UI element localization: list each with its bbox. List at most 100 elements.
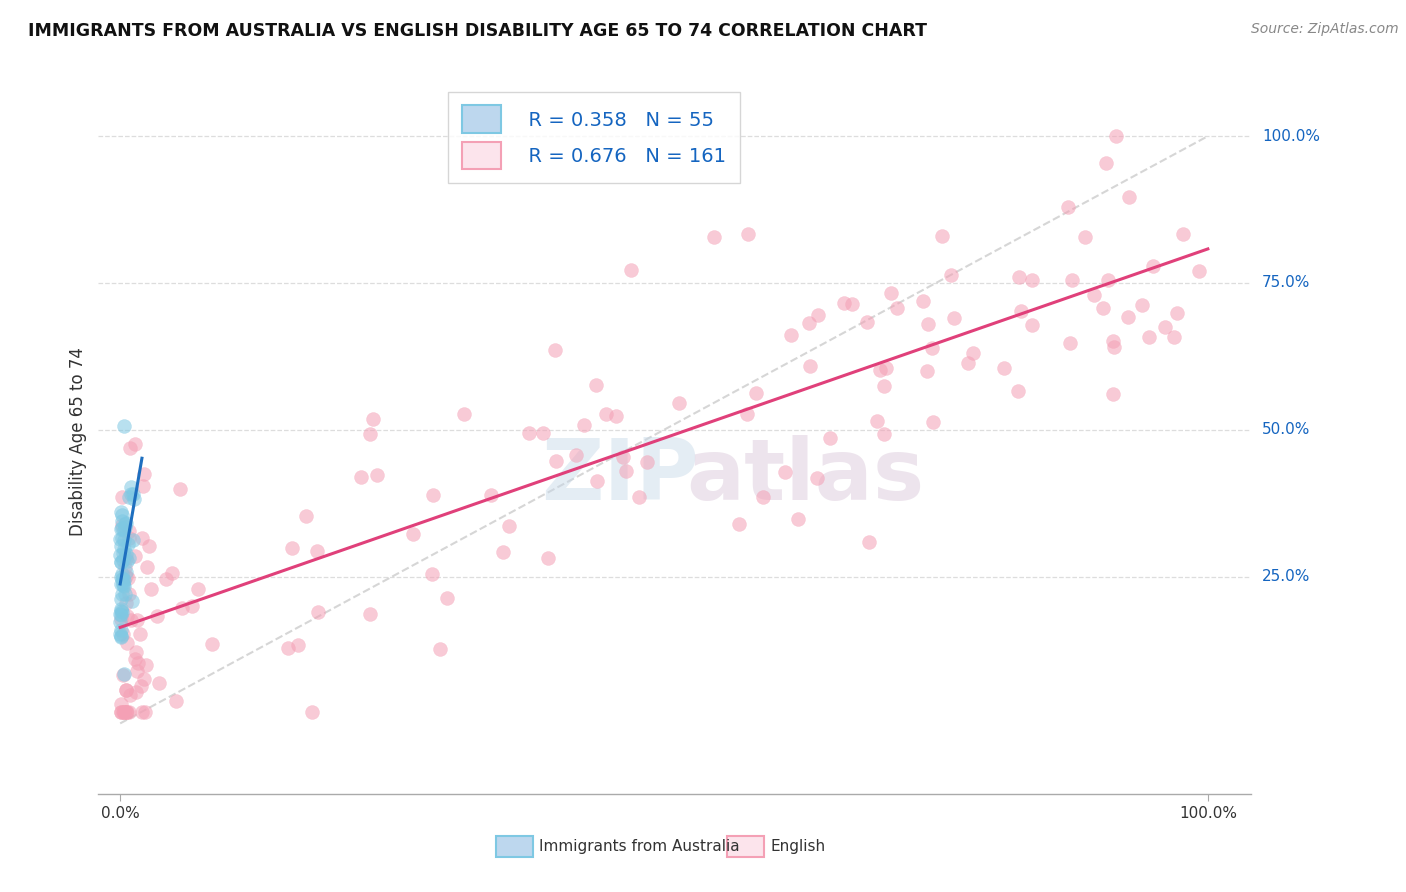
Point bbox=[605, 409, 627, 424]
Point bbox=[115, 547, 138, 561]
Point bbox=[122, 491, 145, 506]
Point bbox=[1188, 263, 1211, 277]
Point bbox=[873, 427, 896, 442]
Point bbox=[1008, 269, 1031, 284]
Point bbox=[921, 341, 943, 355]
Point bbox=[112, 533, 135, 548]
Point bbox=[1060, 273, 1083, 287]
Point bbox=[138, 539, 160, 553]
Legend:   R = 0.358   N = 55,   R = 0.676   N = 161: R = 0.358 N = 55, R = 0.676 N = 161 bbox=[449, 92, 740, 183]
Point bbox=[148, 676, 170, 690]
Point bbox=[112, 419, 135, 434]
Point bbox=[115, 554, 138, 568]
Point bbox=[1095, 156, 1118, 170]
Point bbox=[1083, 288, 1105, 302]
Point bbox=[1007, 384, 1029, 399]
Point bbox=[124, 549, 146, 563]
Point bbox=[806, 471, 828, 485]
Point bbox=[886, 301, 908, 316]
Point bbox=[1101, 387, 1123, 401]
Point bbox=[115, 516, 138, 531]
FancyBboxPatch shape bbox=[727, 836, 763, 857]
Text: English: English bbox=[770, 839, 825, 855]
Point bbox=[128, 626, 150, 640]
Point bbox=[180, 599, 202, 614]
Point bbox=[614, 464, 637, 478]
Point bbox=[110, 539, 132, 553]
Point bbox=[122, 487, 145, 501]
Point bbox=[727, 516, 749, 531]
Point bbox=[110, 572, 132, 586]
Point bbox=[201, 637, 224, 651]
Text: 100.0%: 100.0% bbox=[1263, 128, 1320, 144]
Point bbox=[114, 597, 136, 611]
Point bbox=[112, 574, 135, 588]
Point bbox=[668, 396, 690, 410]
Point bbox=[1010, 303, 1032, 318]
Point bbox=[169, 483, 191, 497]
Point bbox=[943, 311, 966, 326]
Point bbox=[565, 448, 588, 462]
Point bbox=[112, 542, 135, 557]
Point bbox=[112, 705, 135, 719]
Point bbox=[118, 688, 141, 702]
Point bbox=[429, 641, 451, 656]
Point bbox=[869, 362, 891, 376]
Point bbox=[1021, 318, 1043, 332]
Point bbox=[1059, 335, 1081, 350]
Point bbox=[124, 652, 146, 666]
Point bbox=[110, 629, 132, 643]
Point bbox=[112, 523, 135, 537]
Point bbox=[110, 623, 132, 637]
Point bbox=[856, 315, 879, 329]
Point bbox=[941, 268, 963, 282]
Point bbox=[436, 591, 458, 606]
Point bbox=[125, 665, 148, 679]
Point bbox=[1130, 298, 1153, 312]
Point bbox=[132, 672, 155, 686]
Point bbox=[745, 385, 768, 400]
Point bbox=[787, 512, 810, 526]
Point bbox=[112, 705, 135, 719]
Point bbox=[125, 613, 148, 627]
Text: 75.0%: 75.0% bbox=[1263, 276, 1310, 291]
Point bbox=[110, 548, 132, 562]
Point bbox=[957, 356, 980, 370]
Point bbox=[628, 490, 651, 504]
Y-axis label: Disability Age 65 to 74: Disability Age 65 to 74 bbox=[69, 347, 87, 536]
Point bbox=[110, 576, 132, 591]
Point bbox=[1142, 260, 1164, 274]
Point bbox=[132, 479, 155, 493]
Point bbox=[111, 546, 134, 560]
Point bbox=[111, 490, 134, 504]
Point bbox=[115, 569, 138, 583]
Point bbox=[110, 522, 132, 536]
Point bbox=[735, 407, 758, 421]
Point bbox=[117, 705, 139, 719]
Point bbox=[127, 656, 149, 670]
Point bbox=[124, 437, 146, 451]
Point bbox=[115, 682, 138, 697]
Point bbox=[453, 407, 475, 421]
Point bbox=[1105, 129, 1128, 144]
Point bbox=[112, 579, 135, 593]
Point bbox=[1092, 301, 1115, 316]
Point bbox=[165, 694, 187, 708]
Point bbox=[111, 521, 134, 535]
Point bbox=[111, 668, 134, 682]
Point bbox=[160, 566, 183, 581]
Point bbox=[110, 630, 132, 644]
Text: IMMIGRANTS FROM AUSTRALIA VS ENGLISH DISABILITY AGE 65 TO 74 CORRELATION CHART: IMMIGRANTS FROM AUSTRALIA VS ENGLISH DIS… bbox=[28, 22, 927, 40]
Point bbox=[125, 645, 148, 659]
Point bbox=[492, 545, 515, 559]
Point bbox=[112, 666, 135, 681]
Point bbox=[110, 603, 132, 617]
Point bbox=[115, 551, 138, 566]
Point bbox=[110, 697, 132, 711]
Point bbox=[479, 488, 502, 502]
Point bbox=[187, 582, 209, 597]
Point bbox=[307, 605, 329, 619]
Point bbox=[350, 470, 373, 484]
Point bbox=[1057, 200, 1080, 214]
Point bbox=[703, 230, 725, 244]
